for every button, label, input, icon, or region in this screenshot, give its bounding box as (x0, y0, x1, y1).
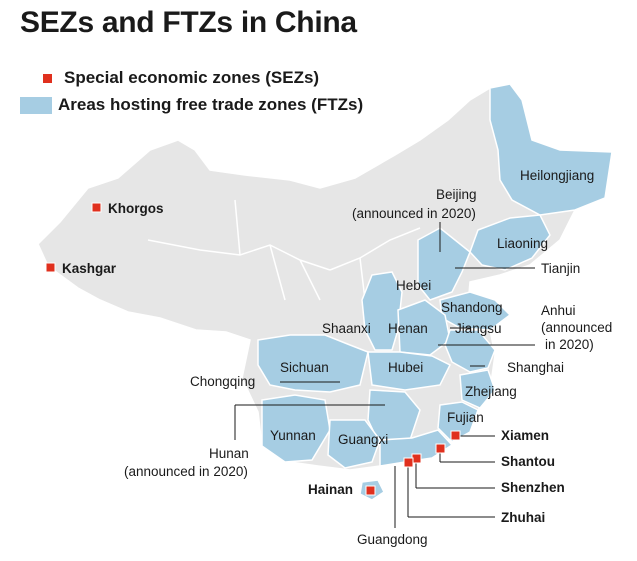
leader-lines (234, 222, 535, 528)
label-guangxi: Guangxi (338, 432, 388, 447)
label-guangdong: Guangdong (357, 532, 428, 547)
label-fujian: Fujian (447, 410, 484, 425)
ftz-regions (257, 83, 613, 501)
province-labels: Heilongjiang Beijing (announced in 2020)… (124, 168, 612, 547)
label-anhui-note2: in 2020) (545, 337, 594, 352)
label-liaoning: Liaoning (497, 236, 548, 251)
region-liaoning (469, 214, 551, 271)
region-zhejiang (459, 369, 496, 409)
region-sichuan-chongqing (257, 334, 369, 393)
label-sichuan: Sichuan (280, 360, 329, 375)
label-hainan: Hainan (308, 482, 353, 497)
region-yunnan (261, 394, 331, 463)
legend-ftz-label: Areas hosting free trade zones (FTZs) (58, 95, 364, 114)
label-kashgar: Kashgar (62, 261, 117, 276)
label-anhui: Anhui (541, 303, 576, 318)
region-guangxi (327, 419, 381, 469)
region-fujian (437, 401, 479, 443)
label-chongqing: Chongqing (190, 374, 255, 389)
legend-ftz: Areas hosting free trade zones (FTZs) (20, 95, 364, 115)
label-tianjin: Tianjin (541, 261, 580, 276)
region-hubei (367, 351, 452, 391)
label-hubei: Hubei (388, 360, 423, 375)
label-jiangsu: Jiangsu (455, 321, 502, 336)
sez-marker-hainan (365, 485, 376, 496)
label-anhui-note1: (announced (541, 320, 612, 335)
label-beijing-note: (announced in 2020) (352, 206, 476, 221)
sez-marker-zhuhai (403, 457, 414, 468)
region-hebei-beijing-tianjin (417, 227, 471, 301)
map-title: SEZs and FTZs in China (20, 6, 357, 39)
label-shandong: Shandong (441, 300, 503, 315)
label-shaanxi: Shaanxi (322, 321, 371, 336)
label-xiamen: Xiamen (501, 428, 549, 443)
legend-sez: Special economic zones (SEZs) (40, 68, 319, 88)
label-heilongjiang: Heilongjiang (520, 168, 594, 183)
sez-markers (45, 202, 461, 496)
sez-marker-xiamen (450, 430, 461, 441)
sez-marker-shantou (435, 443, 446, 454)
ftz-area-swatch (20, 96, 52, 114)
label-shanghai: Shanghai (507, 360, 564, 375)
label-zhejiang: Zhejiang (465, 384, 517, 399)
region-shaanxi (361, 271, 403, 351)
label-yunnan: Yunnan (270, 428, 316, 443)
label-beijing: Beijing (436, 187, 477, 202)
sez-labels: Khorgos Kashgar Xiamen Shantou Shenzhen … (62, 201, 565, 525)
label-hunan-note: (announced in 2020) (124, 464, 248, 479)
region-heilongjiang (489, 83, 613, 216)
label-hebei: Hebei (396, 278, 431, 293)
sez-marker-kashgar (45, 262, 56, 273)
label-henan: Henan (388, 321, 428, 336)
label-shenzhen: Shenzhen (501, 480, 565, 495)
label-zhuhai: Zhuhai (501, 510, 545, 525)
region-jiangsu-anhui (444, 329, 496, 373)
label-shantou: Shantou (501, 454, 555, 469)
label-khorgos: Khorgos (108, 201, 164, 216)
sez-marker-khorgos (91, 202, 102, 213)
legend-sez-label: Special economic zones (SEZs) (64, 68, 320, 87)
label-hunan: Hunan (209, 446, 249, 461)
sez-marker-swatch (43, 73, 52, 83)
